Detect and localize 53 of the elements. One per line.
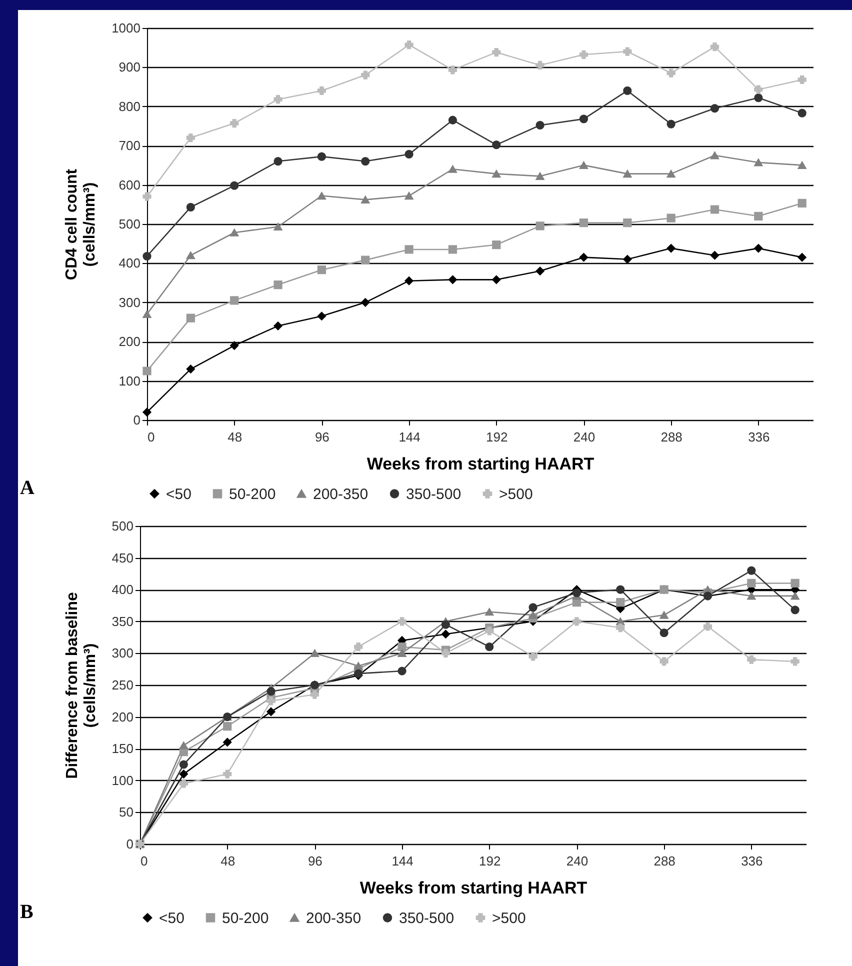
legend-label: 200-350: [306, 910, 362, 927]
y-tick-label: 450: [112, 550, 134, 566]
legend-label: 50-200: [229, 486, 276, 503]
legend-label: 350-500: [399, 910, 454, 927]
y-tick-label: 0: [126, 836, 134, 852]
x-tick-label: 144: [398, 430, 420, 444]
legend-label: <50: [166, 486, 192, 503]
y-tick-label: 700: [118, 138, 140, 154]
x-tick-label: 0: [148, 430, 155, 444]
legend-label: <50: [159, 910, 184, 927]
x-tick-label: 192: [486, 430, 508, 444]
x-tick-label: 336: [748, 430, 770, 444]
y-tick-label: 0: [133, 412, 140, 428]
y-tick-label: 600: [118, 177, 140, 192]
y-tick-label: 400: [112, 582, 134, 598]
y-tick-label: 300: [112, 646, 134, 661]
x-tick-label: 336: [741, 854, 763, 868]
y-axis-title: Difference from baseline (cells/mm³): [64, 592, 99, 779]
legend-label: 350-500: [406, 486, 462, 503]
text: A: [20, 477, 34, 500]
y-tick-label: 500: [112, 518, 134, 534]
y-tick-label: 250: [112, 678, 134, 692]
x-tick-label: 96: [308, 854, 322, 868]
y-tick-label: 900: [118, 60, 140, 75]
legend-label: 200-350: [313, 486, 368, 503]
y-axis-title: CD4 cell count (cells/mm³): [64, 168, 99, 280]
x-tick-label: 240: [573, 430, 596, 444]
y-tick-label: 200: [112, 709, 134, 724]
legend-label: >500: [499, 486, 533, 503]
x-tick-label: 192: [479, 854, 501, 868]
x-tick-label: 144: [392, 854, 414, 868]
y-tick-label: 150: [112, 741, 134, 756]
y-tick-label: 800: [118, 98, 140, 114]
legend-label: 50-200: [222, 910, 269, 927]
legend-label: >500: [492, 910, 526, 927]
x-axis-title: Weeks from starting HAART: [360, 878, 588, 898]
y-tick-label: 1000: [112, 20, 140, 36]
x-tick-label: 48: [220, 854, 236, 868]
y-tick-label: 100: [118, 373, 140, 388]
y-tick-label: 500: [118, 216, 140, 232]
x-axis-title: Weeks from starting HAART: [366, 454, 595, 474]
x-tick-label: 288: [654, 854, 676, 868]
y-tick-label: 350: [112, 614, 134, 629]
text: B: [20, 901, 34, 924]
y-tick-label: 100: [112, 772, 134, 788]
x-tick-label: 240: [566, 854, 588, 868]
y-tick-label: 300: [118, 294, 140, 310]
y-tick-label: 50: [119, 804, 134, 820]
x-tick-label: 288: [660, 430, 682, 444]
x-tick-label: 96: [314, 430, 330, 444]
x-tick-label: 48: [228, 430, 242, 444]
y-tick-label: 200: [118, 334, 140, 350]
y-tick-label: 400: [118, 256, 140, 271]
